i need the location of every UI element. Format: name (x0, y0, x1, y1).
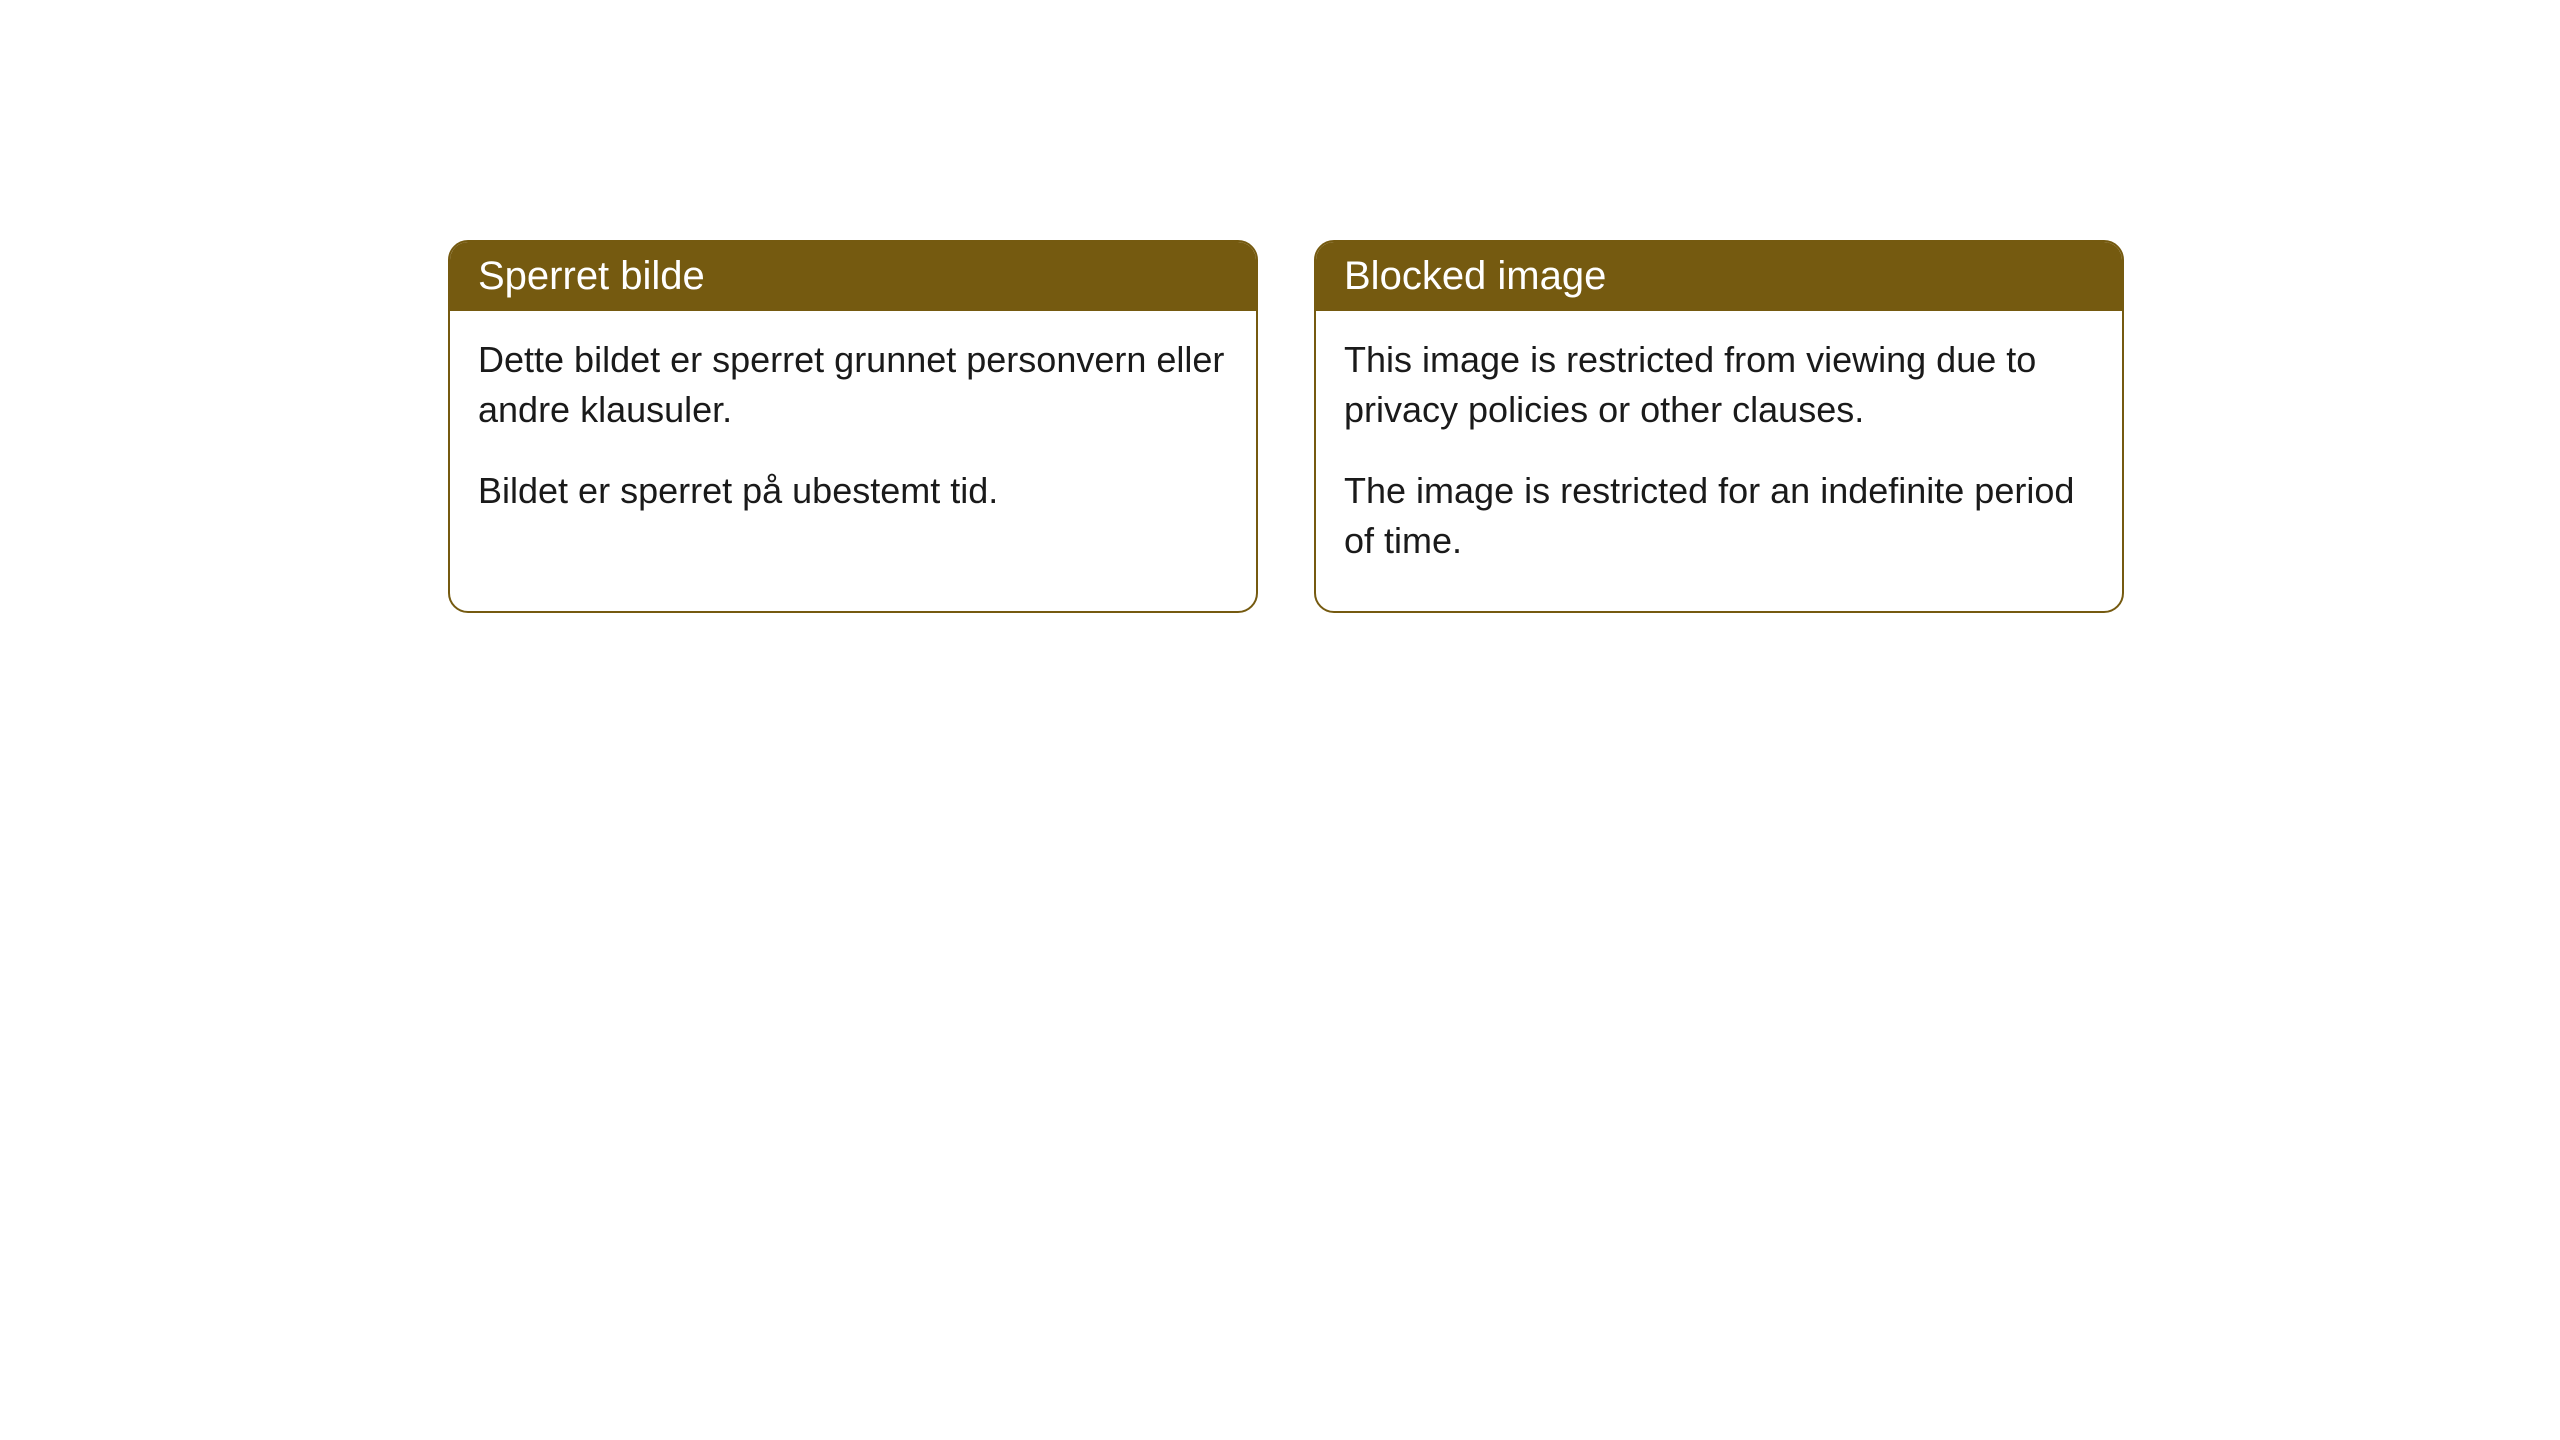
card-header: Blocked image (1316, 242, 2122, 311)
card-header: Sperret bilde (450, 242, 1256, 311)
card-body: Dette bildet er sperret grunnet personve… (450, 311, 1256, 560)
card-paragraph-1: This image is restricted from viewing du… (1344, 335, 2094, 436)
card-paragraph-1: Dette bildet er sperret grunnet personve… (478, 335, 1228, 436)
card-paragraph-2: The image is restricted for an indefinit… (1344, 466, 2094, 567)
blocked-image-card-norwegian: Sperret bilde Dette bildet er sperret gr… (448, 240, 1258, 613)
card-body: This image is restricted from viewing du… (1316, 311, 2122, 611)
notice-cards-container: Sperret bilde Dette bildet er sperret gr… (448, 240, 2124, 613)
card-paragraph-2: Bildet er sperret på ubestemt tid. (478, 466, 1228, 516)
card-title: Blocked image (1344, 254, 1606, 298)
blocked-image-card-english: Blocked image This image is restricted f… (1314, 240, 2124, 613)
card-title: Sperret bilde (478, 254, 705, 298)
